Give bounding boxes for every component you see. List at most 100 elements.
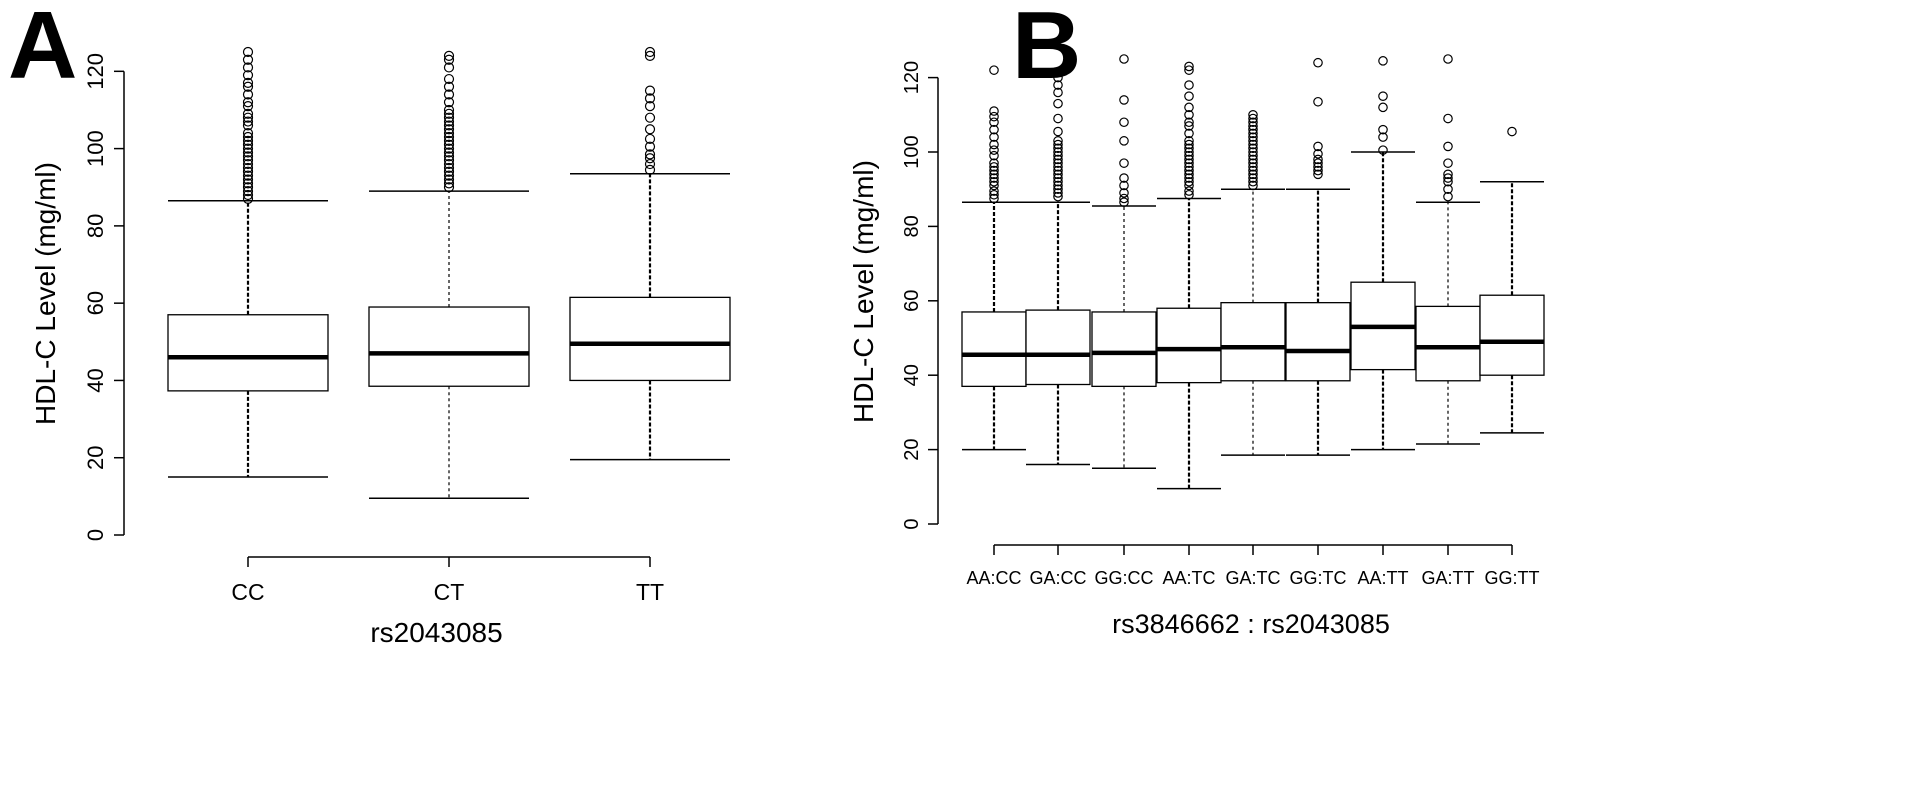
- outlier-point: [1119, 173, 1129, 183]
- box-iqr: [961, 311, 1027, 388]
- outlier-point: [1053, 80, 1063, 90]
- outlier-point: [1248, 169, 1258, 180]
- outlier-point: [443, 62, 455, 73]
- y-tick-label: 80: [901, 215, 923, 237]
- outlier-point: [989, 176, 999, 187]
- outlier-point: [1248, 165, 1258, 176]
- box-group: TT: [569, 46, 731, 605]
- outlier-point: [989, 145, 999, 155]
- outlier-point: [443, 166, 455, 177]
- outlier-point: [443, 182, 455, 193]
- outlier-point: [242, 155, 254, 166]
- box-iqr: [368, 306, 530, 387]
- y-axis-title: HDL-C Level (mg/ml): [30, 162, 61, 425]
- outlier-point: [1443, 113, 1453, 124]
- outlier-point: [443, 54, 455, 65]
- outlier-point: [242, 46, 254, 58]
- outlier-point: [644, 141, 656, 152]
- outlier-point: [242, 77, 254, 89]
- box-group: CC: [167, 46, 329, 605]
- outlier-point: [242, 54, 254, 65]
- box-group: AA:CC: [961, 65, 1027, 588]
- box-group: AA:TC: [1156, 61, 1222, 588]
- outlier-point: [989, 158, 999, 168]
- box-group: AA:TT: [1350, 56, 1416, 588]
- outlier-point: [1053, 176, 1063, 187]
- panel-b-letter: B: [1012, 0, 1081, 99]
- outlier-point: [242, 158, 254, 170]
- outlier-point: [1313, 154, 1323, 165]
- outlier-point: [1053, 136, 1063, 146]
- outlier-point: [443, 155, 455, 166]
- outlier-point: [644, 153, 656, 164]
- outlier-point: [1119, 180, 1129, 191]
- outlier-point: [644, 85, 656, 96]
- outlier-point: [242, 128, 254, 139]
- outlier-point: [1378, 145, 1388, 155]
- x-category-label: GA:CC: [1029, 568, 1086, 588]
- outlier-point: [1443, 176, 1453, 187]
- outlier-point: [1119, 54, 1129, 64]
- y-tick-label: 0: [901, 518, 923, 529]
- outlier-point: [242, 70, 254, 81]
- outlier-point: [1248, 173, 1258, 183]
- box-iqr: [1025, 309, 1091, 386]
- outlier-point: [1378, 56, 1388, 66]
- outlier-point: [1053, 165, 1063, 176]
- outlier-point: [242, 189, 254, 201]
- outlier-point: [644, 124, 656, 135]
- outlier-point: [989, 165, 999, 176]
- y-tick-label: 0: [83, 529, 108, 541]
- outlier-point: [1184, 162, 1194, 172]
- box-group: GG:CC: [1091, 54, 1157, 588]
- outlier-point: [644, 112, 656, 123]
- outlier-point: [644, 50, 656, 61]
- outlier-point: [1053, 169, 1063, 180]
- outlier-point: [1248, 154, 1258, 165]
- outlier-point: [1184, 128, 1194, 139]
- box-iqr: [1220, 302, 1286, 382]
- outlier-point: [1378, 91, 1388, 101]
- box-iqr: [1415, 305, 1481, 382]
- outlier-point: [1053, 87, 1063, 98]
- outlier-point: [1313, 158, 1323, 168]
- outlier-point: [242, 147, 254, 158]
- x-category-label: CT: [434, 579, 465, 605]
- box-group: GA:CC: [1025, 72, 1091, 588]
- outlier-point: [1184, 65, 1194, 75]
- outlier-point: [242, 151, 254, 162]
- outlier-point: [1053, 158, 1063, 168]
- outlier-point: [1248, 113, 1258, 124]
- outlier-point: [242, 108, 254, 119]
- outlier-point: [1184, 102, 1194, 113]
- outlier-point: [1053, 173, 1063, 183]
- outlier-point: [242, 120, 254, 131]
- outlier-point: [1053, 184, 1063, 194]
- outlier-point: [1313, 96, 1323, 107]
- outlier-point: [1248, 147, 1258, 157]
- outlier-point: [1443, 191, 1453, 202]
- box-iqr: [569, 296, 731, 382]
- outlier-point: [1313, 141, 1323, 152]
- outlier-point: [443, 108, 455, 119]
- outlier-point: [1053, 147, 1063, 157]
- outlier-point: [1248, 162, 1258, 172]
- outlier-point: [644, 158, 656, 170]
- outlier-point: [1053, 113, 1063, 124]
- y-tick-label: 40: [901, 364, 923, 386]
- x-category-label: GA:TC: [1225, 568, 1280, 588]
- outlier-point: [989, 169, 999, 180]
- box-group: GA:TC: [1220, 110, 1286, 588]
- outlier-point: [1119, 158, 1129, 168]
- outlier-point: [989, 117, 999, 128]
- outlier-point: [989, 132, 999, 142]
- outlier-point: [1248, 150, 1258, 161]
- y-tick-label: 60: [83, 291, 108, 315]
- outlier-point: [443, 170, 455, 181]
- x-category-label: GG:TC: [1290, 568, 1347, 588]
- outlier-point: [1248, 176, 1258, 187]
- outlier-point: [1507, 126, 1517, 137]
- outlier-point: [242, 97, 254, 108]
- outlier-point: [1184, 158, 1194, 168]
